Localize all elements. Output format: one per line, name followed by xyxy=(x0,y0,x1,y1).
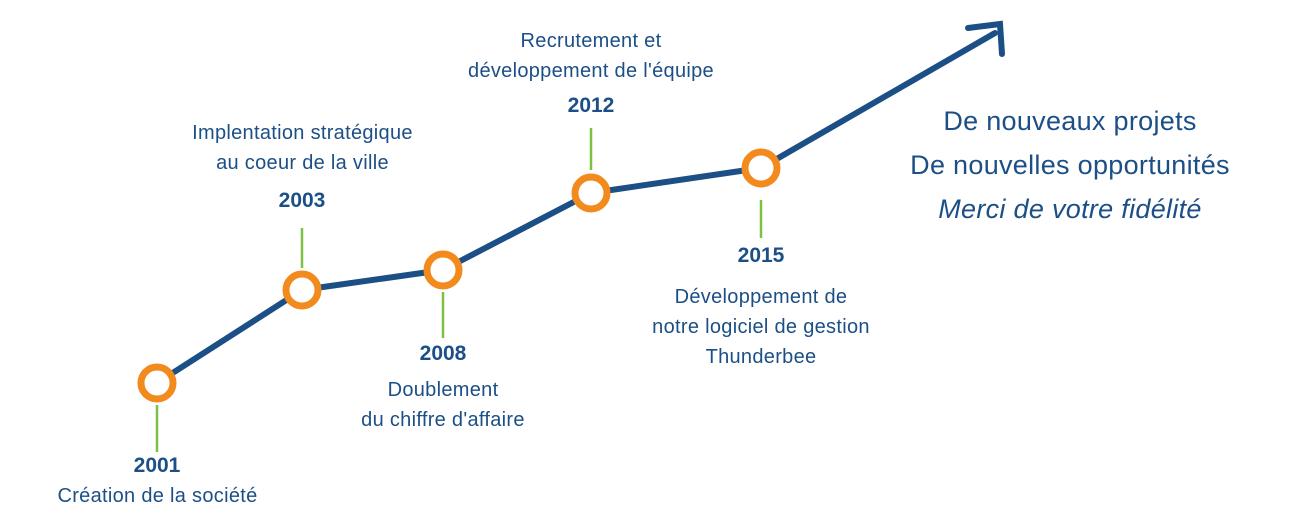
year-2001: 2001 xyxy=(133,454,181,477)
timeline-line xyxy=(154,30,998,386)
milestone-2008-text: Doublement du chiffre d'affaire xyxy=(361,379,525,431)
closing-line-1: De nouveaux projets xyxy=(943,106,1197,136)
node-2003 xyxy=(282,270,322,310)
closing-line-2: De nouvelles opportunités xyxy=(910,150,1230,180)
milestone-2001-text: Création de la société xyxy=(57,485,258,507)
node-2015 xyxy=(741,148,781,188)
year-2012: 2012 xyxy=(567,94,615,117)
milestone-2015-text: Développement de notre logiciel de gesti… xyxy=(652,286,870,368)
milestone-2003-text: Implentation stratégique au coeur de la … xyxy=(192,122,413,174)
arrowhead-icon xyxy=(965,20,1005,57)
year-2015: 2015 xyxy=(737,244,785,267)
year-2008: 2008 xyxy=(419,342,467,365)
year-2003: 2003 xyxy=(278,189,326,212)
node-2001 xyxy=(137,363,177,403)
milestone-2012-text: Recrutement et développement de l'équipe xyxy=(468,30,714,82)
node-2012 xyxy=(571,173,611,213)
node-2008 xyxy=(423,250,463,290)
closing-line-3: Merci de votre fidélité xyxy=(938,194,1202,224)
